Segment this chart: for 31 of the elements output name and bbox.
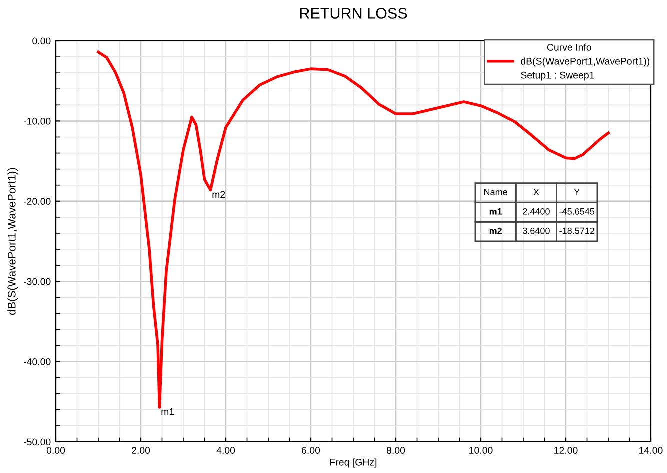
legend-label: dB(S(WavePort1,WavePort1)) xyxy=(521,58,650,67)
annotation: 3.6400 xyxy=(523,228,550,234)
y-tick-label: -40.00 xyxy=(24,358,51,366)
y-tick-label: -50.00 xyxy=(24,438,51,446)
x-tick-label: 0.00 xyxy=(46,447,66,454)
annotation: Name xyxy=(484,189,508,196)
annotation: 2.4400 xyxy=(523,208,550,215)
annotation: m1 xyxy=(162,408,174,416)
y-tick-label: -10.00 xyxy=(24,118,51,125)
annotation: Y xyxy=(574,189,580,196)
x-tick-label: 8.00 xyxy=(386,447,406,454)
annotation: -45.6545 xyxy=(560,208,595,215)
x-axis-title: Freq [GHz] xyxy=(330,458,377,468)
y-tick-label: -30.00 xyxy=(24,278,51,286)
x-tick-label: 12.00 xyxy=(554,447,578,454)
annotation: m2 xyxy=(490,228,502,234)
y-axis-title: dB(S(WavePort1,WavePort1)) xyxy=(8,168,18,316)
x-tick-label: 4.00 xyxy=(216,447,236,454)
legend-title: Curve Info xyxy=(547,44,592,51)
x-tick-label: 2.00 xyxy=(132,447,150,454)
annotation: -18.5712 xyxy=(560,228,594,234)
y-tick-label: -20.00 xyxy=(24,198,51,206)
chart-title: RETURN LOSS xyxy=(300,8,408,19)
annotation: X xyxy=(534,189,540,196)
x-tick-label: 6.00 xyxy=(302,447,320,454)
annotation: m1 xyxy=(490,208,502,215)
y-tick-label: 0.00 xyxy=(32,38,51,45)
annotation: m2 xyxy=(212,191,226,198)
x-tick-label: 10.00 xyxy=(470,447,493,454)
x-tick-label: 14.00 xyxy=(640,447,663,454)
annotation: Setup1 : Sweep1 xyxy=(521,72,594,81)
